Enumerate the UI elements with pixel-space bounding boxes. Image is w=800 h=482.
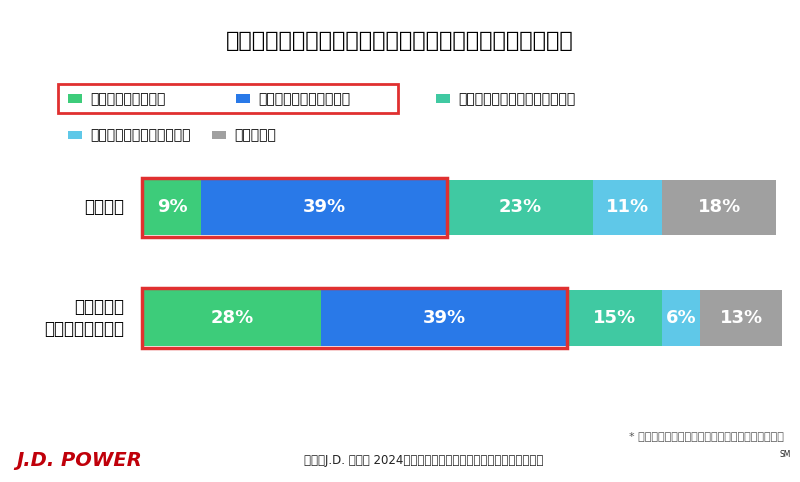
Text: 出典：J.D. パワー 2024年カーシェアリングサービス顧客満足度調査: 出典：J.D. パワー 2024年カーシェアリングサービス顧客満足度調査	[304, 454, 543, 467]
Text: 機会があれば利用したい: 機会があれば利用したい	[258, 92, 350, 106]
FancyBboxPatch shape	[68, 94, 82, 103]
Text: カーシェア利用者における、国内のライドシェア利用意向: カーシェア利用者における、国内のライドシェア利用意向	[226, 31, 574, 51]
FancyBboxPatch shape	[593, 180, 662, 235]
FancyBboxPatch shape	[662, 290, 700, 346]
Text: * 数値について、小数点以下は四捨五入しています: * 数値について、小数点以下は四捨五入しています	[629, 431, 784, 441]
Text: 積極的に利用したい: 積極的に利用したい	[90, 92, 166, 106]
Text: SM: SM	[780, 450, 791, 459]
Text: 6%: 6%	[666, 309, 697, 327]
Text: 23%: 23%	[498, 198, 542, 216]
FancyBboxPatch shape	[321, 290, 567, 346]
Text: わからない: わからない	[234, 128, 276, 142]
FancyBboxPatch shape	[201, 180, 447, 235]
Text: 調査全体: 調査全体	[84, 198, 124, 216]
FancyBboxPatch shape	[236, 94, 250, 103]
FancyBboxPatch shape	[144, 290, 321, 346]
Text: 28%: 28%	[211, 309, 254, 327]
Text: 39%: 39%	[302, 198, 346, 216]
FancyBboxPatch shape	[662, 180, 776, 235]
FancyBboxPatch shape	[567, 290, 662, 346]
Text: 13%: 13%	[720, 309, 763, 327]
Text: J.D. POWER: J.D. POWER	[16, 451, 142, 470]
FancyBboxPatch shape	[436, 94, 450, 103]
Text: 39%: 39%	[422, 309, 466, 327]
FancyBboxPatch shape	[212, 131, 226, 139]
FancyBboxPatch shape	[144, 180, 201, 235]
Text: 15%: 15%	[594, 309, 637, 327]
FancyBboxPatch shape	[447, 180, 593, 235]
Text: 海外ライドシェア: 海外ライドシェア	[44, 320, 124, 338]
FancyBboxPatch shape	[68, 131, 82, 139]
Text: あまり利用したいとは思わない: あまり利用したいとは思わない	[458, 92, 576, 106]
Text: 11%: 11%	[606, 198, 649, 216]
Text: 利用経験者: 利用経験者	[74, 298, 124, 316]
Text: 全く利用するつもりはない: 全く利用するつもりはない	[90, 128, 191, 142]
Text: 9%: 9%	[157, 198, 188, 216]
FancyBboxPatch shape	[700, 290, 782, 346]
Text: 18%: 18%	[698, 198, 741, 216]
